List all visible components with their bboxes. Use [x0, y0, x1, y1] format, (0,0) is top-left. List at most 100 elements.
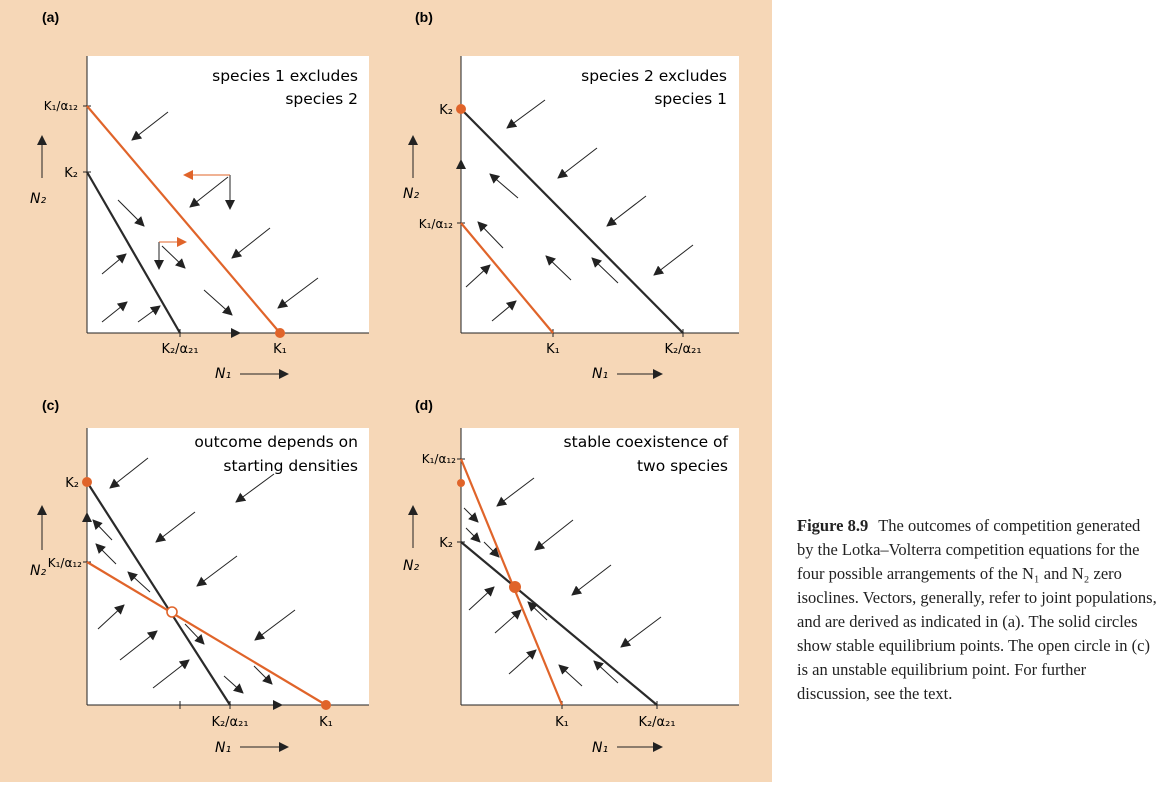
vector-arrow — [465, 264, 491, 288]
species2-isocline — [460, 541, 658, 706]
species2-isocline — [86, 171, 181, 334]
vector-arrow — [591, 257, 619, 284]
vector-arrow — [109, 457, 149, 489]
vector-arrow — [95, 543, 117, 565]
vector-arrow — [489, 173, 519, 199]
panel-letter: (d) — [415, 397, 433, 413]
y-tick-label: K₁/α₁₂ — [422, 452, 456, 466]
x-tick-label: K₂/α₂₁ — [638, 715, 675, 730]
vector-arrows — [456, 99, 694, 322]
vector-arrow — [131, 111, 169, 141]
panel-title-line2: species 2 — [285, 90, 358, 108]
panel-letter: (b) — [415, 9, 433, 25]
plot-area — [87, 56, 369, 333]
vector-arrow — [223, 675, 244, 694]
species1-isocline — [86, 561, 327, 706]
x-axis-label: N₁ — [592, 366, 608, 382]
vector-arrow — [494, 609, 522, 634]
panel-a: (a) species 1 excludes species 2 K₂/α₂₁ … — [30, 9, 369, 382]
panel-letter: (c) — [42, 397, 59, 413]
vector-arrow — [189, 176, 229, 208]
vector-arrow — [277, 277, 319, 309]
figure-label: Figure 8.9 — [797, 516, 869, 535]
panel-title-line1: stable coexistence of — [564, 433, 729, 451]
x-tick-label: K₁ — [546, 342, 560, 357]
species1-isocline — [459, 458, 564, 706]
vector-arrow — [92, 519, 113, 541]
vector-arrow — [620, 616, 662, 648]
x-axis-label: N₁ — [592, 740, 608, 756]
vector-arrows — [82, 457, 296, 710]
figure-caption: Figure 8.9 The outcomes of competition ge… — [797, 514, 1157, 706]
vector-arrow — [137, 305, 161, 323]
vector-arrow — [534, 519, 574, 551]
panel-title-line1: outcome depends on — [194, 433, 358, 451]
vector-arrow — [491, 300, 517, 322]
vector-arrow — [184, 623, 205, 645]
vector-arrow — [653, 244, 694, 276]
stable-equilibrium-point — [275, 328, 285, 338]
y-tick-label: K₂ — [64, 166, 78, 181]
y-tick-label: K₂ — [65, 476, 79, 491]
panel-title-line2: two species — [637, 457, 728, 475]
stable-equilibrium-point — [321, 700, 331, 710]
vector-arrow — [465, 527, 481, 543]
vector-arrow — [231, 227, 271, 259]
vector-arrow — [508, 649, 537, 675]
vector-arrow — [117, 199, 145, 227]
plot-area — [461, 56, 739, 333]
x-axis-label: N₁ — [215, 740, 231, 756]
species2-isocline — [86, 481, 231, 706]
x-axis-label: N₁ — [215, 366, 231, 382]
stable-equilibrium-point — [509, 581, 521, 593]
panel-b: (b) species 2 excludes species 1 K₁ K₂/α… — [403, 9, 739, 382]
y-axis-label: N₂ — [30, 191, 46, 207]
vector-arrow — [161, 245, 186, 269]
panel-title-line1: species 2 excludes — [581, 67, 727, 85]
vector-arrow — [254, 609, 296, 641]
plot-area — [87, 428, 369, 705]
vector-arrow — [545, 255, 572, 281]
x-tick-label: K₁ — [555, 715, 569, 730]
vector-arrow — [253, 665, 273, 685]
vector-arrow — [152, 659, 190, 689]
vector-arrow — [527, 601, 548, 621]
panel-title-line2: starting densities — [223, 457, 358, 475]
x-tick-label: K₁ — [273, 342, 287, 357]
caption-text: The outcomes of competition generated by… — [797, 516, 1157, 703]
panel-d: (d) stable coexistence of two species K₁… — [403, 397, 739, 756]
y-axis-label: N₂ — [403, 558, 419, 574]
y-tick-label: K₁/α₁₂ — [44, 99, 78, 113]
vector-arrow — [496, 477, 535, 507]
vector-arrows — [101, 111, 319, 338]
y-axis-label: N₂ — [30, 563, 46, 579]
panel-letter: (a) — [42, 9, 59, 25]
vector-arrow — [506, 99, 546, 129]
x-tick-label: K₁ — [319, 715, 333, 730]
vector-arrow — [463, 507, 479, 523]
vector-arrow — [196, 555, 238, 587]
y-tick-label: K₁/α₁₂ — [419, 217, 453, 231]
vector-arrows — [463, 477, 662, 687]
vector-arrow — [558, 664, 583, 687]
x-tick-label: K₂/α₂₁ — [211, 715, 248, 730]
vector-arrow — [235, 473, 275, 503]
vector-arrow — [606, 195, 647, 227]
panel-c: (c) outcome depends on starting densitie… — [30, 397, 369, 756]
vector-arrow — [101, 253, 127, 275]
panel-title-line1: species 1 excludes — [212, 67, 358, 85]
stable-equilibrium-point — [82, 477, 92, 487]
x-tick-label: K₂/α₂₁ — [161, 342, 198, 357]
vector-arrow — [468, 586, 495, 611]
vector-arrow — [155, 511, 196, 543]
vector-arrow — [593, 660, 619, 684]
x-tick-label: K₂/α₂₁ — [664, 342, 701, 357]
vector-arrow — [101, 301, 128, 323]
diagram: (a) species 1 excludes species 2 K₂/α₂₁ … — [30, 9, 739, 756]
vector-arrow — [557, 147, 598, 179]
panel-title-line2: species 1 — [654, 90, 727, 108]
vector-arrow — [203, 289, 233, 316]
vector-arrow — [477, 221, 504, 249]
vector-arrow — [483, 541, 500, 558]
species1-isocline — [460, 222, 554, 334]
